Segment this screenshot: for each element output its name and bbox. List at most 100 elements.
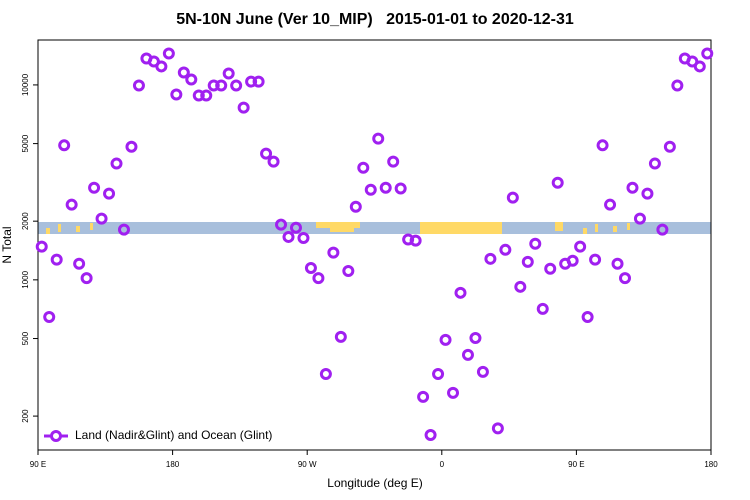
point [596, 139, 609, 152]
point [589, 253, 602, 266]
point [342, 265, 355, 278]
point [334, 330, 347, 343]
point [693, 60, 706, 73]
point [289, 221, 302, 234]
point [319, 367, 332, 380]
x-axis-label: Longitude (deg E) [327, 476, 422, 490]
map-strip [38, 222, 711, 234]
y-tick-label: 10000 [21, 73, 30, 96]
point [170, 88, 183, 101]
legend-label: Land (Nadir&Glint) and Ocean (Glint) [75, 428, 272, 442]
point [282, 230, 295, 243]
point [574, 240, 587, 253]
y-tick-label: 2000 [21, 212, 30, 230]
point [656, 223, 669, 236]
point [432, 367, 445, 380]
point [469, 332, 482, 345]
point [566, 254, 579, 267]
point [379, 181, 392, 194]
point [88, 181, 101, 194]
point [461, 348, 474, 361]
y-tick-label: 1000 [21, 270, 30, 288]
point [275, 218, 288, 231]
point [185, 73, 198, 86]
point [641, 187, 654, 200]
point [544, 262, 557, 275]
point [304, 262, 317, 275]
point [35, 240, 48, 253]
point [252, 75, 265, 88]
point [312, 272, 325, 285]
point [349, 200, 362, 213]
point [671, 79, 684, 92]
plot-frame [37, 39, 712, 451]
point [611, 257, 624, 270]
x-tick-label: 180 [166, 460, 180, 469]
point [663, 140, 676, 153]
point [364, 183, 377, 196]
point [58, 139, 71, 152]
point [73, 257, 86, 270]
chart-title: 5N-10N June (Ver 10_MIP) 2015-01-01 to 2… [176, 11, 574, 28]
point [192, 89, 205, 102]
point [372, 132, 385, 145]
point [327, 246, 340, 259]
point [619, 272, 632, 285]
point [633, 212, 646, 225]
point [521, 255, 534, 268]
point [476, 365, 489, 378]
point [394, 182, 407, 195]
point [80, 272, 93, 285]
point [417, 390, 430, 403]
point [604, 198, 617, 211]
y-tick-label: 5000 [21, 134, 30, 152]
point [95, 212, 108, 225]
point [536, 302, 549, 315]
point [237, 101, 250, 114]
point [260, 147, 273, 160]
point [626, 181, 639, 194]
point [162, 47, 175, 60]
point [499, 243, 512, 256]
point [245, 75, 258, 88]
point [514, 280, 527, 293]
point [439, 333, 452, 346]
y-tick-label: 200 [21, 409, 30, 423]
point [701, 47, 714, 60]
x-tick-label: 180 [704, 460, 718, 469]
point [267, 155, 280, 168]
y-axis-label: N Total [0, 226, 14, 263]
point [409, 234, 422, 247]
point [43, 310, 56, 323]
x-tick-label: 90 E [30, 460, 46, 469]
point [357, 161, 370, 174]
point [215, 79, 228, 92]
point [132, 79, 145, 92]
x-tick-label: 90 W [298, 460, 317, 469]
x-tick-label: 90 E [568, 460, 584, 469]
point [222, 67, 235, 80]
point [125, 140, 138, 153]
point [65, 198, 78, 211]
point [551, 176, 564, 189]
point [387, 155, 400, 168]
point [454, 286, 467, 299]
point [447, 386, 460, 399]
legend-marker [50, 430, 62, 442]
point [648, 157, 661, 170]
point [491, 422, 504, 435]
point [50, 253, 63, 266]
point [177, 66, 190, 79]
point [424, 428, 437, 441]
point [207, 79, 220, 92]
point [200, 89, 213, 102]
point [581, 310, 594, 323]
point [117, 223, 130, 236]
x-tick-label: 0 [440, 460, 445, 469]
point [230, 79, 243, 92]
point [506, 191, 519, 204]
point [155, 60, 168, 73]
point [103, 187, 116, 200]
point [529, 237, 542, 250]
